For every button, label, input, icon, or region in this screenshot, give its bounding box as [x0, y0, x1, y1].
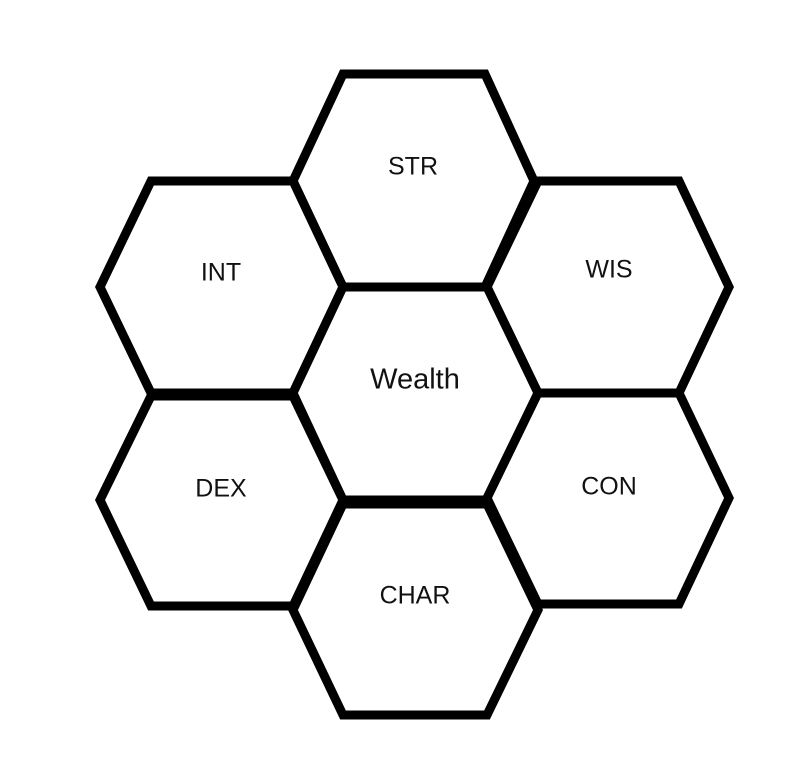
hex-bottom-char: CHAR — [288, 499, 543, 720]
hex-lower-right-con: CON — [482, 388, 734, 609]
hex-label-wealth: Wealth — [370, 364, 460, 396]
hex-label-int: INT — [201, 259, 241, 287]
hex-label-char: CHAR — [380, 582, 451, 610]
hex-label-str: STR — [388, 153, 438, 181]
hex-label-dex: DEX — [195, 475, 247, 503]
hex-center-wealth: Wealth — [288, 282, 543, 505]
hex-label-con: CON — [581, 473, 637, 501]
hex-label-wis: WIS — [585, 256, 632, 284]
